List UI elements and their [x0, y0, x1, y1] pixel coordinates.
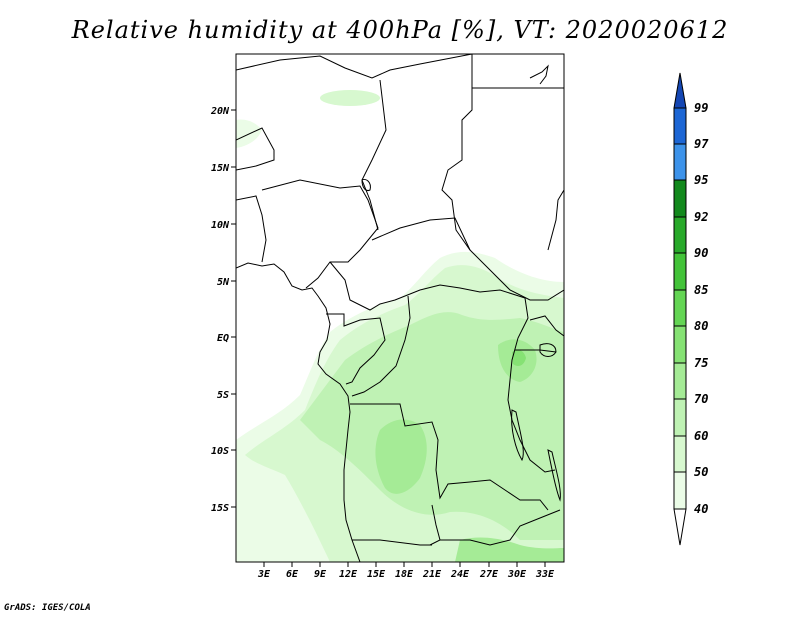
border-drc-east: [507, 297, 556, 473]
colorbar-label-75: 75: [694, 356, 708, 370]
lake-chad: [361, 179, 371, 191]
border-westafrica-2: [236, 127, 275, 171]
lon-label-6e: 6E: [286, 569, 299, 580]
colorbar-bin-40-50: [673, 471, 687, 510]
colorbar-label-90: 90: [694, 246, 708, 260]
border-angola-zambia: [429, 504, 441, 546]
lat-label-10s: 10S: [211, 446, 229, 457]
border-ethiopia: [547, 189, 564, 251]
border-sahara-north: [236, 54, 473, 79]
lon-label-24e: 24E: [450, 569, 470, 580]
map-frame: [235, 53, 565, 563]
colorbar-bin-90-92: [673, 216, 687, 254]
lon-label-30e: 30E: [507, 569, 527, 580]
colorbar-label-40: 40: [694, 502, 708, 516]
lon-label-15e: 15E: [367, 569, 386, 580]
border-zambia-south: [440, 509, 561, 546]
colorbar-bin-95-97: [673, 143, 687, 181]
colorbar-label-99: 99: [694, 101, 708, 115]
border-niger-chad: [361, 79, 387, 231]
colorbar-bin-97-99: [673, 107, 687, 145]
colorbar-label-97: 97: [694, 137, 709, 151]
border-westafrica-1: [236, 195, 267, 263]
colorbar-bin-60-70: [673, 398, 687, 437]
lat-label-5n: 5N: [217, 277, 230, 288]
border-chad-car: [371, 217, 471, 251]
colorbar-arrow-top: [673, 72, 687, 109]
lat-label-eq: EQ: [217, 333, 229, 344]
lat-label-5s: 5S: [217, 390, 229, 401]
lon-label-18e: 18E: [395, 569, 414, 580]
border-gabon-congo: [326, 313, 386, 385]
lon-label-21e: 21E: [422, 569, 442, 580]
rh-75-region: [512, 350, 526, 366]
country-boundaries: [236, 54, 564, 562]
colorbar-bin-75-80: [673, 325, 687, 364]
lon-label-9e: 9E: [314, 569, 327, 580]
lon-label-3e: 3E: [257, 569, 271, 580]
colorbar: 40 50 60 70 75 80 85 90 92 95 97 99: [673, 72, 709, 546]
lake-victoria: [539, 343, 557, 357]
colorbar-arrow-bottom: [673, 508, 687, 546]
colorbar-label-70: 70: [694, 392, 708, 406]
colorbar-label-95: 95: [694, 173, 708, 187]
colorbar-label-92: 92: [694, 210, 708, 224]
humidity-shading: [236, 90, 564, 562]
border-libya-sudan: [441, 54, 564, 301]
colorbar-label-80: 80: [694, 319, 708, 333]
rh-60-patch-north: [320, 90, 380, 106]
border-drc-angola: [350, 403, 549, 511]
coastline: [236, 262, 361, 562]
colorbar-bin-70-75: [673, 362, 687, 400]
lon-label-27e: 27E: [479, 569, 499, 580]
colorbar-bin-85-90: [673, 252, 687, 291]
rh-60-region: [300, 312, 564, 540]
border-cameroon-car: [329, 261, 526, 311]
lat-label-10n: 10N: [211, 220, 230, 231]
latitude-axis: 20N 15N 10N 5N EQ 5S 10S 15S: [210, 106, 236, 514]
border-kenya-uganda: [529, 315, 564, 337]
chart-title: Relative humidity at 400hPa [%], VT: 202…: [71, 16, 729, 44]
lon-label-33e: 33E: [535, 569, 555, 580]
longitude-axis: 3E 6E 9E 12E 15E 18E 21E 24E 27E 30E 33E: [257, 562, 555, 580]
border-namibia: [352, 539, 432, 546]
colorbar-bin-50-60: [673, 435, 687, 473]
colorbar-label-60: 60: [694, 429, 708, 443]
colorbar-bin-80-85: [673, 289, 687, 327]
border-nigeria: [261, 179, 379, 289]
colorbar-label-50: 50: [694, 465, 708, 479]
lon-label-12e: 12E: [339, 569, 358, 580]
colorbar-label-85: 85: [694, 283, 708, 297]
colorbar-bin-92-95: [673, 179, 687, 218]
lake-tanganyika: [511, 409, 524, 462]
rh-70-region-c: [455, 537, 564, 562]
lat-label-15n: 15N: [211, 163, 230, 174]
lat-label-20n: 20N: [210, 106, 230, 117]
lake-malawi: [547, 449, 561, 502]
border-congo-drc: [351, 295, 411, 397]
lat-label-15s: 15S: [211, 503, 229, 514]
rh-70-region-a: [375, 419, 427, 494]
red-sea-coast: [529, 64, 549, 85]
grads-credit: GrADS: IGES/COLA: [4, 603, 91, 613]
